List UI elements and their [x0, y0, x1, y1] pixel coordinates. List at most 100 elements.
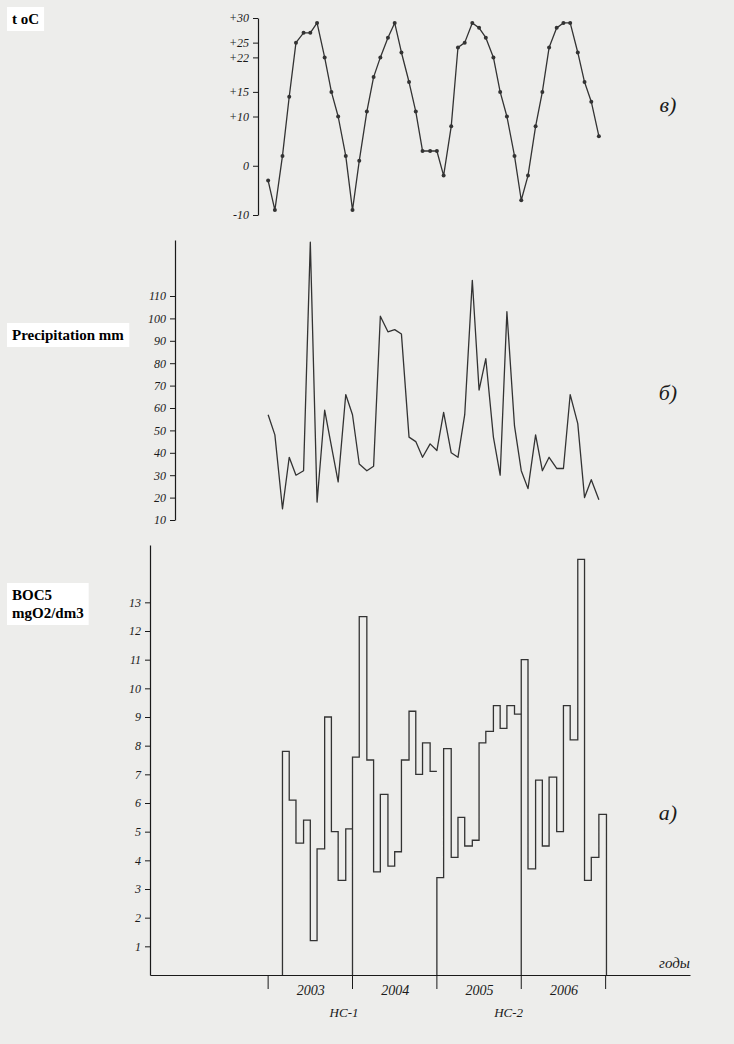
y-axis-tick-label: 110: [149, 289, 166, 303]
point: [344, 154, 348, 158]
point: [583, 80, 587, 84]
panel-label: а): [659, 800, 677, 825]
y-axis-tick: +15: [229, 85, 258, 99]
point: [576, 50, 580, 54]
y-axis-tick: 70: [154, 379, 175, 393]
y-axis-tick-mark: [170, 453, 175, 454]
y-axis-tick-label: 3: [134, 882, 141, 896]
point: [526, 174, 530, 178]
point: [287, 95, 291, 99]
y-axis-tick: 2: [135, 911, 150, 925]
x-axis-separator: [436, 975, 437, 989]
point: [386, 36, 390, 40]
y-axis-tick-mark: [145, 860, 150, 861]
panel-label: в): [660, 92, 677, 117]
point: [547, 46, 551, 50]
y-axis-tick-mark: [170, 430, 175, 431]
y-axis-tick-label: 0: [243, 159, 249, 173]
y-axis-tick: 3: [134, 882, 150, 896]
point: [534, 124, 538, 128]
y-axis-title-group: BOC5mgO2/dm3: [7, 583, 89, 625]
y-axis-tick-mark: [170, 318, 175, 319]
point: [484, 36, 488, 40]
y-axis-line: [258, 19, 259, 216]
y-axis-tick: 50: [154, 424, 175, 438]
point: [597, 134, 601, 138]
y-axis-tick: 9: [135, 710, 150, 724]
y-axis-tick-mark: [145, 660, 150, 661]
point: [399, 50, 403, 54]
y-axis-tick-mark: [145, 602, 150, 603]
point: [357, 159, 361, 163]
panel-label: б): [659, 380, 677, 405]
y-axis-tick-label: 13: [129, 596, 141, 610]
point: [414, 110, 418, 114]
y-axis-line: [150, 546, 151, 976]
y-axis-tick-mark: [170, 341, 175, 342]
y-axis-tick: -10: [233, 208, 258, 222]
x-axis-separator: [268, 975, 269, 989]
point: [428, 149, 432, 153]
y-axis-tick-mark: [253, 43, 258, 44]
y-axis-tick-label: +25: [229, 36, 249, 50]
x-axis-tick-label: 2004: [381, 983, 409, 998]
series-line: [268, 23, 599, 210]
y-axis-title-group: Precipitation mm: [7, 323, 129, 347]
x-axis: 2003200420052006: [151, 975, 691, 998]
point: [315, 21, 319, 25]
y-axis-tick-label: +15: [229, 85, 249, 99]
annotation: НС-2: [493, 1005, 523, 1020]
y-axis-tick: 10: [154, 513, 175, 527]
y-axis-tick: 1: [135, 940, 150, 954]
x-axis-tick-label: 2006: [550, 983, 578, 998]
y-axis-tick: 12: [129, 624, 150, 638]
y-axis-tick-mark: [145, 631, 150, 632]
point: [519, 198, 523, 202]
y-axis-tick-mark: [170, 296, 175, 297]
point: [351, 208, 355, 212]
y-axis-tick-label: 70: [154, 379, 166, 393]
y-axis-tick: 20: [154, 491, 175, 505]
y-axis-tick: 6: [135, 796, 150, 810]
y-axis-tick-mark: [145, 688, 150, 689]
y-axis-tick: 5: [135, 825, 150, 839]
y-axis-tick-mark: [145, 803, 150, 804]
background: [0, 0, 734, 1044]
y-axis-tick-label: 100: [148, 312, 166, 326]
x-axis-tick: 2006: [550, 975, 578, 998]
y-axis-tick-label: 2: [135, 911, 141, 925]
annotation: НС-1: [329, 1005, 359, 1020]
plot-area: [268, 242, 599, 509]
y-axis-title: Precipitation mm: [12, 327, 124, 343]
point: [372, 75, 376, 79]
y-axis-tick: 4: [135, 854, 150, 868]
point: [540, 90, 544, 94]
y-axis-tick-mark: [145, 774, 150, 775]
y-axis-tick-mark: [253, 166, 258, 167]
point: [336, 115, 340, 119]
point: [323, 55, 327, 59]
point: [463, 41, 467, 45]
y-axis-tick: 7: [135, 768, 150, 782]
step-line: [521, 559, 606, 975]
x-axis-tick-label: 2005: [466, 983, 494, 998]
y-axis-tick-mark: [145, 946, 150, 947]
y-axis-tick-label: +10: [229, 110, 249, 124]
x-axis-separator: [521, 975, 522, 989]
y-axis-tick-label: 80: [154, 357, 166, 371]
y-axis-tick-label: 30: [153, 469, 166, 483]
point: [308, 31, 312, 35]
point: [491, 55, 495, 59]
y-axis-tick-mark: [253, 215, 258, 216]
point: [477, 26, 481, 30]
title-patch: [7, 7, 44, 31]
point: [329, 90, 333, 94]
y-axis-tick: +30: [229, 11, 258, 25]
y-axis-tick: 30: [153, 469, 175, 483]
x-axis-title: годы: [659, 955, 690, 971]
step-line: [437, 706, 521, 975]
point: [561, 21, 565, 25]
y-axis-tick-label: 50: [154, 424, 166, 438]
y-axis-tick-mark: [253, 57, 258, 58]
y-axis-tick: 110: [149, 289, 175, 303]
